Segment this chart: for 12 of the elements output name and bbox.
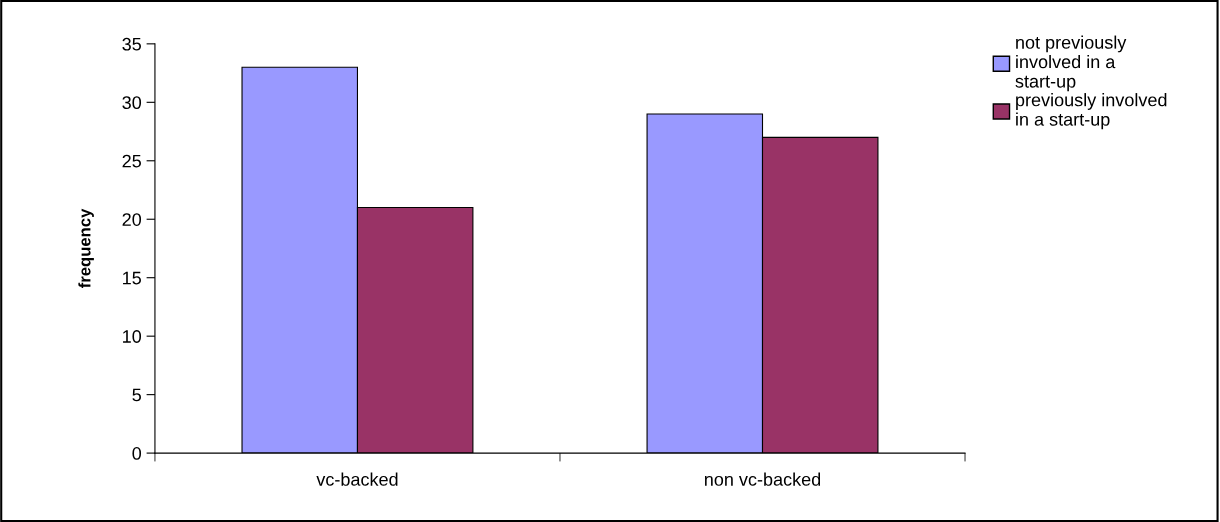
- legend-label: previously involved in a start-up: [1016, 93, 1167, 130]
- y-tick-label: 0: [132, 447, 142, 460]
- y-tick-label: 5: [132, 388, 141, 402]
- y-tick-label: 10: [123, 330, 142, 343]
- x-tick-label: non vc-backed: [704, 472, 821, 486]
- y-tick-label: 30: [122, 96, 142, 110]
- y-tick-label: 15: [123, 271, 141, 285]
- y-tick-label: 35: [122, 37, 141, 51]
- y-axis-title: frequency: [78, 208, 94, 289]
- x-tick-label: vc-backed: [316, 472, 398, 486]
- y-tick-label: 20: [122, 213, 142, 226]
- y-tick-label: 25: [122, 154, 141, 168]
